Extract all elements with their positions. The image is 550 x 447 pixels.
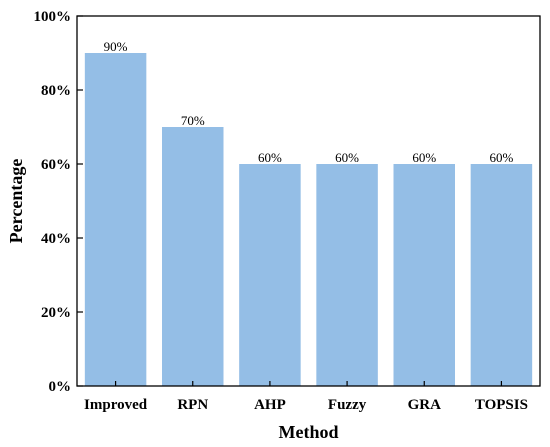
bar-rpn [162, 127, 224, 386]
data-label-improved: 90% [104, 39, 128, 54]
y-tick-label: 20% [41, 305, 71, 321]
x-tick-label-gra: GRA [408, 397, 442, 413]
y-tick-label: 80% [41, 83, 71, 99]
bar-improved [84, 53, 147, 386]
x-tick-label-rpn: RPN [177, 397, 208, 413]
x-axis-ticks: Improved RPN AHP Fuzzy GRA TOPSIS [84, 381, 528, 413]
bar-fuzzy [316, 164, 378, 386]
plot-frame [76, 15, 541, 387]
bar-ahp [239, 164, 301, 386]
x-tick-label-topsis: TOPSIS [475, 397, 528, 413]
bar-topsis [470, 164, 533, 386]
data-label-fuzzy: 60% [335, 150, 359, 165]
bars-group [84, 53, 533, 386]
x-tick-label-fuzzy: Fuzzy [328, 397, 367, 413]
data-label-gra: 60% [412, 150, 436, 165]
y-tick-label: 0% [49, 379, 72, 395]
x-tick-label-ahp: AHP [254, 397, 286, 413]
y-axis-ticks: 0% 20% 40% 60% 80% 100% [34, 9, 83, 395]
y-tick-label: 100% [34, 9, 72, 25]
y-tick-label: 60% [41, 157, 71, 173]
x-axis-title: Method [279, 422, 339, 442]
data-labels-group: 90% 70% 60% 60% 60% 60% [104, 39, 514, 165]
data-label-ahp: 60% [258, 150, 282, 165]
bar-gra [393, 164, 455, 386]
data-label-rpn: 70% [181, 113, 205, 128]
x-tick-label-improved: Improved [84, 397, 148, 413]
y-tick-label: 40% [41, 231, 71, 247]
data-label-topsis: 60% [489, 150, 513, 165]
y-axis-title: Percentage [6, 159, 26, 244]
